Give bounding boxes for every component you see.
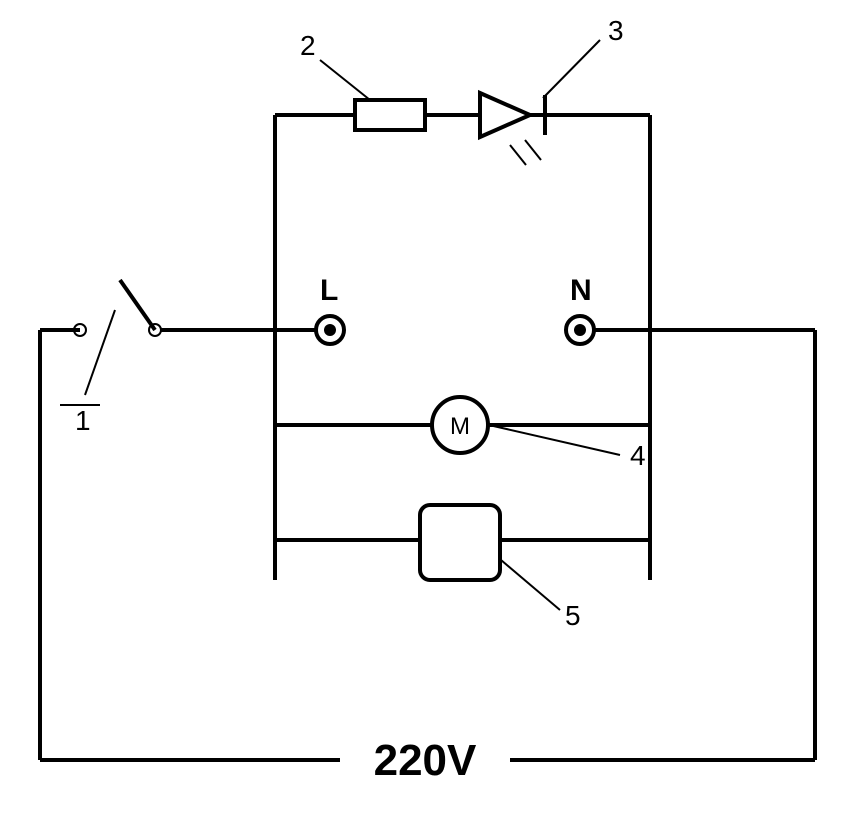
label-ref5: 5 bbox=[565, 600, 581, 631]
label-ref2: 2 bbox=[300, 30, 316, 61]
label-ref1: 1 bbox=[75, 405, 91, 436]
leader-l5 bbox=[501, 560, 560, 610]
resistor-component bbox=[355, 100, 425, 130]
label-N: N bbox=[570, 274, 592, 307]
terminal-N-inner bbox=[574, 324, 586, 336]
label-V: 220V bbox=[374, 736, 477, 785]
label-ref4: 4 bbox=[630, 440, 646, 471]
switch-arm bbox=[120, 280, 155, 330]
led-triangle bbox=[480, 93, 530, 137]
circuit-diagram: 1 2 3 4 5 L N 220V M bbox=[0, 0, 855, 819]
label-ref3: 3 bbox=[608, 15, 624, 46]
leader-l1 bbox=[85, 310, 115, 395]
leader-l3 bbox=[543, 40, 600, 98]
led-ray-1 bbox=[510, 145, 526, 165]
label-L: L bbox=[320, 274, 338, 307]
led-ray-2 bbox=[525, 140, 541, 160]
label-motor-M: M bbox=[450, 413, 470, 440]
block5-component bbox=[420, 505, 500, 580]
leader-l4 bbox=[489, 425, 620, 455]
terminal-L-inner bbox=[324, 324, 336, 336]
leader-l2 bbox=[320, 60, 370, 100]
